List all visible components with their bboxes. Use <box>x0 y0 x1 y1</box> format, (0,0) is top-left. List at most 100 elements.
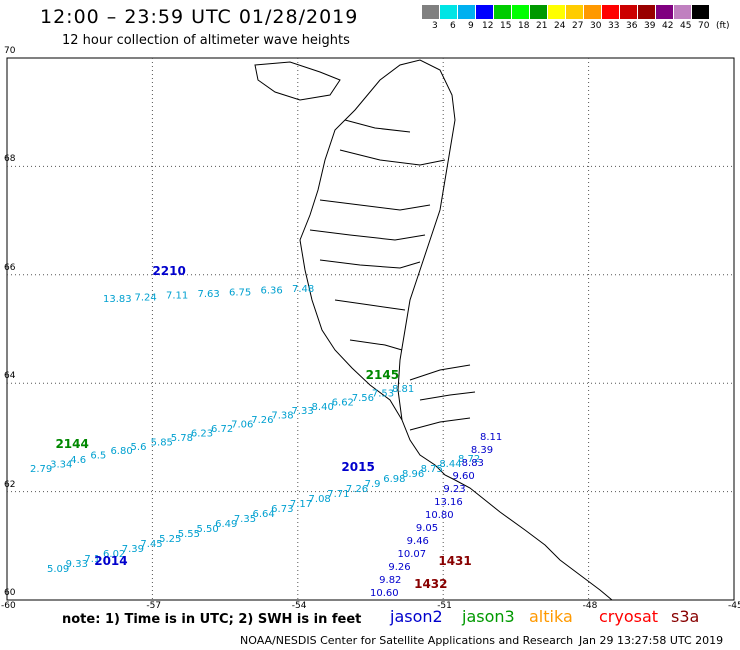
fjord-4 <box>334 299 406 311</box>
legend-swatch <box>566 5 584 19</box>
fjord-1 <box>319 199 431 211</box>
swh-value: 6.5 <box>90 451 106 462</box>
swh-value: 7.06 <box>231 420 253 431</box>
page-subtitle: 12 hour collection of altimeter wave hei… <box>62 33 350 48</box>
swh-value: 8.40 <box>312 402 334 413</box>
legend-ticks: 3 6 9 12 15 18 21 24 27 30 33 36 39 42 45 70 (ft) <box>422 19 732 33</box>
swh-value: 6.23 <box>191 428 213 439</box>
coastline-west <box>299 239 403 421</box>
satellite-name-cryosat: cryosat <box>599 607 659 626</box>
swh-value: 6.02 <box>103 549 125 560</box>
track-time-label: 2015 <box>341 460 374 474</box>
track-time-label: 2210 <box>152 264 185 278</box>
swh-value: 9.46 <box>407 536 429 547</box>
y-tick-label: 64 <box>4 371 16 382</box>
swh-value: 8.72 <box>458 454 480 465</box>
legend-swatch <box>692 5 710 19</box>
legend-tick: (ft) <box>716 21 730 31</box>
swh-value: 5.50 <box>196 524 218 535</box>
satellite-name-altika: altika <box>529 607 573 626</box>
swh-value: 7.56 <box>352 393 374 404</box>
legend-swatch <box>440 5 458 19</box>
y-tick-label: 70 <box>4 46 16 56</box>
swh-value: 6.75 <box>229 287 251 298</box>
graticule-grid <box>7 58 734 600</box>
swh-value: 7.39 <box>122 544 144 555</box>
legend-tick: 12 <box>482 21 494 31</box>
y-tick-label: 62 <box>4 479 16 490</box>
fjord-5 <box>349 339 403 351</box>
swh-value: 5.55 <box>178 529 200 540</box>
swh-value: 5.25 <box>159 534 181 545</box>
swh-value: 6.80 <box>110 446 132 457</box>
y-tick-label: 68 <box>4 154 16 165</box>
swh-value: 10.80 <box>425 510 454 521</box>
swh-value: 5.78 <box>171 433 193 444</box>
satellite-name-s3a: s3a <box>671 607 700 626</box>
track-time-label: 2014 <box>94 554 127 568</box>
legend-tick: 30 <box>590 21 602 31</box>
legend-swatch <box>422 5 440 19</box>
swh-value: 7.9 <box>365 479 381 490</box>
x-tick-label: -51 <box>437 601 452 611</box>
satellite-name-jason3: jason3 <box>462 607 515 626</box>
legend-tick: 9 <box>468 21 474 31</box>
track-time-label: 1431 <box>438 554 471 568</box>
legend-swatch <box>494 5 512 19</box>
swh-value: 5.6 <box>131 442 147 453</box>
swh-value: 7.17 <box>290 499 312 510</box>
satellite-name-jason2: jason2 <box>390 607 443 626</box>
credit-text: NOAA/NESDIS Center for Satellite Applica… <box>240 634 574 647</box>
swh-value: 3.34 <box>50 460 72 471</box>
swh-value: 9.82 <box>379 575 401 586</box>
track-time-label: 2145 <box>366 368 399 382</box>
island-north <box>254 61 341 101</box>
legend-swatch <box>620 5 638 19</box>
legend-swatch <box>512 5 530 19</box>
legend-tick: 39 <box>644 21 656 31</box>
legend-swatch <box>638 5 656 19</box>
legend-swatch <box>458 5 476 19</box>
swh-value: 9.33 <box>66 559 88 570</box>
fjord-8 <box>339 149 446 166</box>
swh-value: 8.75 <box>421 464 443 475</box>
x-tick-label: -57 <box>146 601 162 611</box>
y-tick-label: 66 <box>4 262 16 273</box>
swh-value: 7.33 <box>291 406 313 417</box>
legend-tick: 36 <box>626 21 638 31</box>
legend-tick: 24 <box>554 21 566 31</box>
fjord-7 <box>419 391 476 401</box>
legend-swatches <box>422 5 732 19</box>
legend-swatch <box>656 5 674 19</box>
legend-swatch <box>548 5 566 19</box>
legend-tick: 70 <box>698 21 710 31</box>
x-tick-label: -54 <box>291 601 307 611</box>
swh-value: 8.83 <box>462 458 484 469</box>
swh-value: 6.49 <box>215 519 237 530</box>
swh-value: 6.73 <box>271 504 293 515</box>
swh-value: 10.07 <box>398 549 427 560</box>
footnote: note: 1) Time is in UTC; 2) SWH is in fe… <box>62 612 362 627</box>
swh-labels: 13.83 7.24 7.11 7.63 6.75 6.36 7.48 2.793.344.6… <box>30 264 502 599</box>
legend-tick: 33 <box>608 21 620 31</box>
swh-value: 8.11 <box>480 432 502 443</box>
swh-value: 7.71 <box>327 489 349 500</box>
legend-tick: 27 <box>572 21 584 31</box>
legend-swatch <box>476 5 494 19</box>
swh-value: 9.26 <box>388 562 410 573</box>
swh-value: 8.96 <box>402 469 424 480</box>
legend-tick: 3 <box>432 21 438 31</box>
fjord-9 <box>344 119 411 133</box>
coastline-main <box>299 59 613 601</box>
legend-tick: 42 <box>662 21 674 31</box>
swh-value: 13.83 <box>103 294 132 305</box>
coastline <box>254 59 613 601</box>
swh-value: 8.81 <box>392 384 414 395</box>
swh-value: 9.23 <box>443 484 465 495</box>
swh-value: 9.05 <box>416 523 438 534</box>
page-title: 12:00 – 23:59 UTC 01/28/2019 <box>40 6 359 28</box>
swh-value: 6.72 <box>211 424 233 435</box>
swh-value: 5.09 <box>47 564 69 575</box>
swh-value: 7.26 <box>346 484 368 495</box>
fjord-3 <box>319 259 421 269</box>
